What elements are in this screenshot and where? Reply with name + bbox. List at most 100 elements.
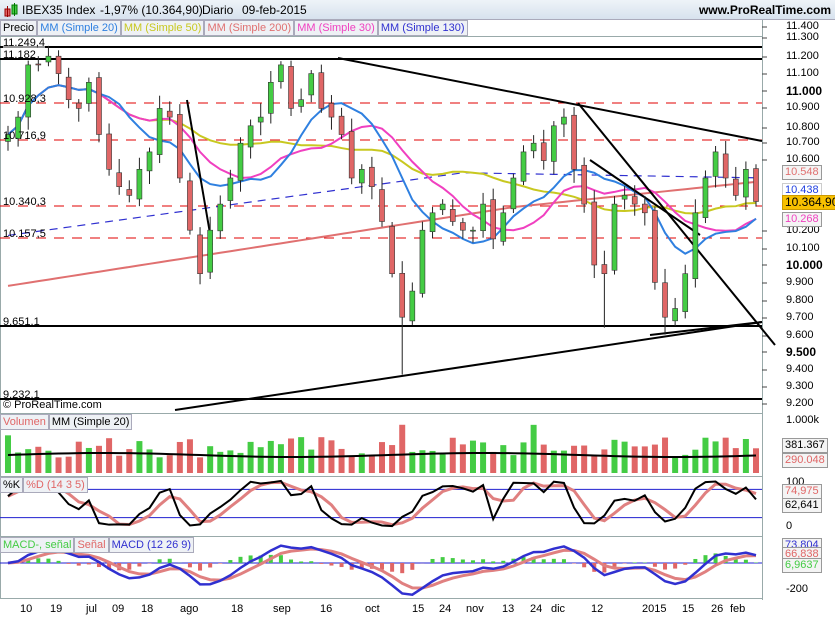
legend-ma200[interactable]: MM (Simple 200) xyxy=(204,20,295,36)
ma30-tag: 10.268 xyxy=(782,212,822,227)
volume-bar xyxy=(136,441,143,473)
volume-bar xyxy=(641,446,648,473)
candlestick-logo-icon xyxy=(4,3,18,17)
trendline xyxy=(186,99,213,246)
candle xyxy=(5,134,11,142)
candle xyxy=(278,64,284,83)
date-axis-tick: nov xyxy=(466,603,484,615)
candle xyxy=(520,151,527,182)
legend-signal[interactable]: Señal xyxy=(74,537,109,553)
legend-macd-hist[interactable]: MACD-, señal xyxy=(0,537,75,553)
volume-bar xyxy=(409,451,416,473)
price-axis-tick: 10.200 xyxy=(786,224,820,236)
candle xyxy=(419,229,426,294)
macd-histogram-bar xyxy=(228,560,233,563)
macd-histogram-bar xyxy=(561,559,566,563)
site-link[interactable]: www.ProRealTime.com xyxy=(698,3,831,17)
trendline xyxy=(649,321,763,336)
legend-ma130[interactable]: MM (Simple 130) xyxy=(377,20,468,36)
price-axis-tick: 9.700 xyxy=(786,311,814,323)
volume-bar xyxy=(288,438,295,473)
period: Diario xyxy=(202,3,234,17)
macd-histogram-bar xyxy=(632,562,637,563)
volume-bar xyxy=(106,438,113,473)
candle xyxy=(439,203,446,211)
volume-tag: 290.048 xyxy=(782,453,828,468)
candle xyxy=(540,142,547,161)
volume-bar xyxy=(399,424,406,473)
level-label: 9.651,1 xyxy=(3,316,40,328)
macd-histogram-bar xyxy=(309,561,314,563)
volume-bar xyxy=(662,437,669,473)
date-axis-tick: 24 xyxy=(530,603,543,615)
candle xyxy=(470,229,476,232)
candle xyxy=(712,151,719,177)
candle xyxy=(146,151,153,172)
macd-histogram-bar xyxy=(339,563,344,568)
copyright: © ProRealTime.com xyxy=(3,399,102,411)
price-axis-tick: 10.800 xyxy=(786,121,820,133)
symbol-name: IBEX35 Index xyxy=(22,3,96,17)
candle xyxy=(490,199,496,240)
date-axis-tick: jul xyxy=(86,603,98,615)
macd-histogram-bar xyxy=(703,555,708,563)
candle xyxy=(743,169,749,198)
legend-ma30[interactable]: MM (Simple 30) xyxy=(294,20,378,36)
candle xyxy=(207,229,213,273)
legend-price[interactable]: Precio xyxy=(0,20,38,36)
price-axis-tick: 10.900 xyxy=(786,101,820,113)
volume-bar xyxy=(358,453,365,473)
candle xyxy=(631,196,638,205)
price-axis-tick: 11.200 xyxy=(786,50,819,62)
macd-histogram-bar xyxy=(541,559,546,563)
candle xyxy=(429,212,436,233)
date-axis-tick: 16 xyxy=(320,603,333,615)
macd-histogram-bar xyxy=(683,563,688,565)
volume-bar xyxy=(186,439,193,473)
macd-histogram-bar xyxy=(460,559,465,563)
candle xyxy=(65,76,72,101)
macd-histogram-bar xyxy=(652,563,657,567)
legend-volume-ma[interactable]: MM (Simple 20) xyxy=(48,414,133,430)
volume-bar xyxy=(257,447,264,473)
volume-bar xyxy=(469,440,476,473)
price-axis-tick: 11.000 xyxy=(786,84,823,98)
candle xyxy=(86,82,92,104)
volume-bar xyxy=(702,437,709,473)
volume-bar xyxy=(207,446,214,473)
volume-bar xyxy=(308,449,315,473)
candle xyxy=(662,282,668,318)
candle xyxy=(561,116,567,125)
legend-d[interactable]: %D (14 3 5) xyxy=(23,477,88,493)
price-axis-tick: 11.100 xyxy=(786,67,819,79)
macd-histogram-bar xyxy=(248,555,253,563)
candle xyxy=(217,203,224,232)
last-price-tag: 10.364,90 xyxy=(782,195,835,210)
legend-ma50[interactable]: MM (Simple 50) xyxy=(120,20,205,36)
date-axis-tick: 2015 xyxy=(642,603,667,615)
candle xyxy=(692,212,699,279)
macd-histogram-bar xyxy=(329,563,334,566)
legend-volume[interactable]: Volumen xyxy=(0,414,49,430)
legend-k[interactable]: %K xyxy=(0,477,24,493)
legend-ma20[interactable]: MM (Simple 20) xyxy=(37,20,121,36)
stoch-k-tag: 62,641 xyxy=(782,498,822,513)
candle xyxy=(571,114,577,170)
trendline xyxy=(174,321,763,411)
candle xyxy=(500,212,507,242)
volume-bar xyxy=(510,455,517,473)
volume-ma-tag: 381.367 xyxy=(782,438,828,453)
indicator-legend: Precio MM (Simple 20) MM (Simple 50) MM … xyxy=(0,20,468,36)
stoch-d-tag: 74,975 xyxy=(782,484,822,499)
volume-bar xyxy=(368,455,375,473)
volume-bar xyxy=(55,457,62,473)
macd-histogram-bar xyxy=(531,557,536,563)
date-axis-tick: dic xyxy=(551,603,566,615)
stochastic-legend: %K %D (14 3 5) xyxy=(0,477,88,493)
volume-bar xyxy=(379,442,385,473)
volume-bar xyxy=(75,441,82,473)
legend-macd[interactable]: MACD (12 26 9) xyxy=(108,537,195,553)
volume-bar xyxy=(146,449,153,473)
volume-legend: Volumen MM (Simple 20) xyxy=(0,414,133,430)
